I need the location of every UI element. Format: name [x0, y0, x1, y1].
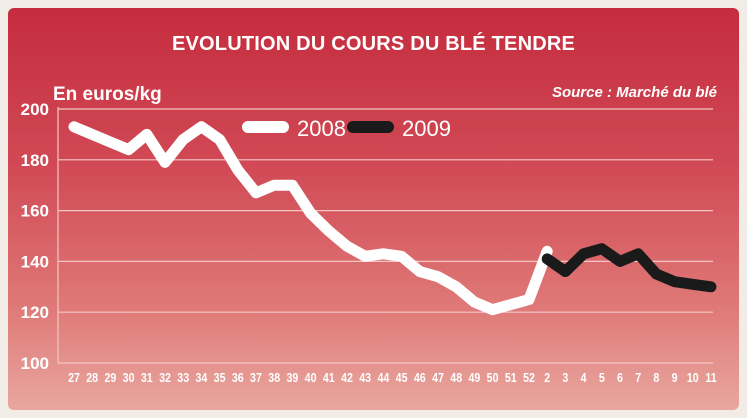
x-tick-label: 7 — [635, 370, 641, 385]
x-tick-label: 41 — [323, 370, 335, 385]
x-tick-label: 6 — [617, 370, 623, 385]
x-tick-label: 48 — [450, 370, 462, 385]
data-point-2008 — [437, 276, 439, 278]
y-tick-label: 120 — [21, 303, 49, 322]
chart-title: EVOLUTION DU COURS DU BLÉ TENDRE — [171, 33, 576, 55]
x-tick-label: 46 — [414, 370, 426, 385]
x-tick-label: 45 — [396, 370, 408, 385]
x-tick-label: 44 — [377, 370, 389, 385]
data-point-2008 — [73, 126, 75, 128]
x-tick-label: 30 — [123, 370, 135, 385]
x-tick-label: 37 — [250, 370, 262, 385]
x-tick-label: 52 — [523, 370, 535, 385]
data-point-2009 — [619, 260, 621, 262]
x-tick-label: 28 — [86, 370, 98, 385]
x-tick-label: 10 — [687, 370, 699, 385]
x-tick-label: 29 — [104, 370, 116, 385]
x-tick-label: 33 — [177, 370, 189, 385]
data-point-2008 — [473, 301, 475, 303]
y-axis-unit-label: En euros/kg — [53, 84, 162, 105]
x-tick-label: 8 — [653, 370, 659, 385]
x-tick-label: 47 — [432, 370, 444, 385]
data-point-2008 — [255, 192, 257, 194]
data-point-2009 — [710, 286, 712, 288]
x-tick-label: 36 — [232, 370, 244, 385]
x-tick-label: 50 — [487, 370, 499, 385]
legend-label-2008: 2008 — [297, 116, 346, 141]
x-tick-label: 38 — [268, 370, 280, 385]
x-tick-label: 32 — [159, 370, 171, 385]
y-tick-label: 200 — [21, 100, 49, 119]
data-point-2008 — [128, 149, 130, 151]
y-tick-label: 180 — [21, 151, 49, 170]
data-point-2009 — [637, 253, 639, 255]
data-point-2009 — [692, 283, 694, 285]
source-note: Source : Marché du blé — [551, 84, 717, 101]
x-tick-label: 39 — [286, 370, 298, 385]
y-tick-label: 140 — [21, 252, 49, 271]
x-tick-label: 5 — [599, 370, 605, 385]
legend-label-2009: 2009 — [402, 116, 451, 141]
x-tick-label: 43 — [359, 370, 371, 385]
x-tick-label: 42 — [341, 370, 353, 385]
x-tick-label: 2 — [544, 370, 550, 385]
x-tick-label: 27 — [68, 370, 80, 385]
data-point-2008 — [546, 250, 548, 252]
x-tick-label: 49 — [468, 370, 480, 385]
data-point-2009 — [655, 273, 657, 275]
data-point-2009 — [564, 271, 566, 273]
data-point-2008 — [528, 299, 530, 300]
data-point-2008 — [328, 230, 330, 232]
x-tick-label: 40 — [305, 370, 317, 385]
data-point-2008 — [237, 169, 239, 171]
data-point-2009 — [601, 248, 603, 250]
data-point-2008 — [182, 138, 184, 140]
data-point-2008 — [401, 255, 403, 257]
x-tick-label: 4 — [581, 370, 587, 385]
y-tick-label: 160 — [21, 202, 49, 221]
data-point-2008 — [146, 133, 148, 135]
x-tick-label: 34 — [195, 370, 207, 385]
data-point-2008 — [310, 212, 312, 214]
x-tick-label: 31 — [141, 370, 153, 385]
data-point-2008 — [109, 141, 111, 143]
data-point-2008 — [382, 253, 384, 255]
x-tick-label: 9 — [672, 370, 678, 385]
data-point-2008 — [364, 255, 366, 257]
data-point-2008 — [273, 184, 275, 186]
chart-panel: EVOLUTION DU COURS DU BLÉ TENDRE En euro… — [8, 8, 739, 410]
data-point-2008 — [219, 138, 221, 140]
data-point-2008 — [164, 161, 166, 163]
data-point-2008 — [419, 271, 421, 273]
data-point-2009 — [674, 281, 676, 283]
data-point-2008 — [91, 133, 93, 135]
x-tick-label: 51 — [505, 370, 517, 385]
data-point-2009 — [583, 253, 585, 255]
data-point-2009 — [546, 258, 548, 260]
x-tick-label: 11 — [705, 370, 717, 385]
data-point-2008 — [291, 184, 293, 186]
y-tick-label: 100 — [21, 354, 49, 373]
series-line-2009 — [541, 243, 717, 293]
series-line-2008 — [68, 121, 553, 316]
data-point-2008 — [455, 286, 457, 288]
data-point-2008 — [510, 304, 512, 306]
data-point-2008 — [346, 245, 348, 247]
data-point-2008 — [492, 309, 494, 311]
x-tick-label: 3 — [562, 370, 568, 385]
data-point-2008 — [200, 126, 202, 128]
x-tick-label: 35 — [214, 370, 226, 385]
